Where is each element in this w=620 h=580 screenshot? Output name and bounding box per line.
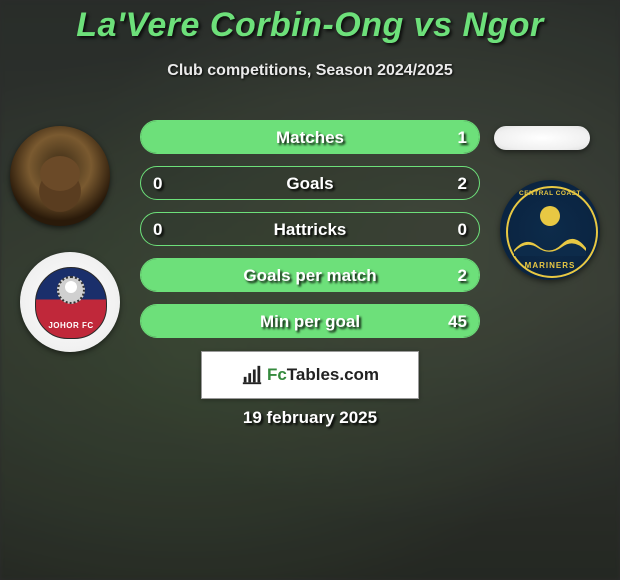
stat-fill-right xyxy=(141,259,479,291)
stat-row: Goals per match2 xyxy=(140,258,480,292)
stat-row: Goals0 2 xyxy=(140,166,480,200)
logo-text: FcTables.com xyxy=(267,365,379,385)
stat-value-right: 2 xyxy=(458,167,467,201)
player2-avatar xyxy=(494,126,590,150)
page-subtitle: Club competitions, Season 2024/2025 xyxy=(0,62,620,80)
stat-row: Hattricks0 0 xyxy=(140,212,480,246)
player1-club-badge: JOHOR FC xyxy=(20,252,120,352)
stat-row: Matches1 xyxy=(140,120,480,154)
stat-row: Min per goal45 xyxy=(140,304,480,338)
stat-value-left: 0 xyxy=(153,213,162,247)
chart-icon xyxy=(241,364,263,386)
player1-avatar xyxy=(10,126,110,226)
footer-date: 19 february 2025 xyxy=(0,408,620,428)
club2-sun-icon xyxy=(540,206,560,226)
club1-shield: JOHOR FC xyxy=(35,267,107,339)
page-title: La'Vere Corbin-Ong vs Ngor xyxy=(0,6,620,45)
club2-wave-icon xyxy=(514,232,586,256)
fctables-logo[interactable]: FcTables.com xyxy=(201,351,419,399)
stat-value-right: 1 xyxy=(458,121,467,155)
stat-value-right: 45 xyxy=(448,305,467,339)
club2-bottom-label: MARINERS xyxy=(500,261,600,270)
stat-value-right: 2 xyxy=(458,259,467,293)
club1-label: JOHOR FC xyxy=(36,321,106,330)
club2-top-label: CENTRAL COAST xyxy=(500,190,600,197)
stat-fill-right xyxy=(141,305,479,337)
stat-label: Hattricks xyxy=(141,213,479,247)
stat-fill-right xyxy=(141,121,479,153)
player2-club-badge: CENTRAL COAST MARINERS xyxy=(500,180,600,280)
stat-value-left: 0 xyxy=(153,167,162,201)
stat-label: Goals xyxy=(141,167,479,201)
stat-value-right: 0 xyxy=(458,213,467,247)
club1-ball-icon xyxy=(65,281,77,293)
stats-container: Matches1Goals02Hattricks00Goals per matc… xyxy=(140,120,480,350)
